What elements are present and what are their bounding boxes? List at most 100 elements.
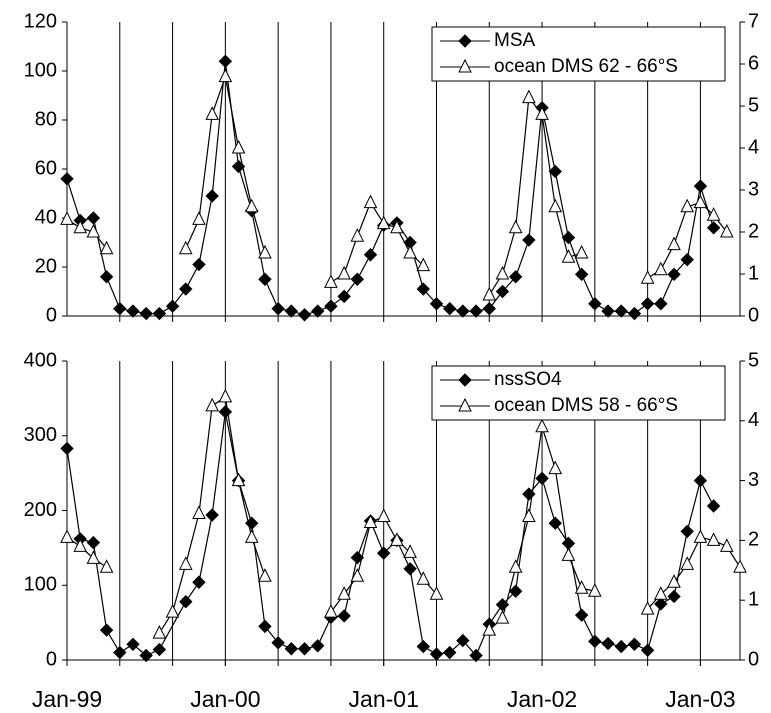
triangle-marker [324, 604, 338, 618]
triangle-marker [416, 571, 431, 585]
diamond-marker [482, 301, 496, 316]
triangle-marker [192, 211, 206, 225]
y-tick-label: 300 [24, 424, 57, 446]
diamond-marker [139, 306, 153, 321]
diamond-marker [469, 648, 483, 663]
diamond-marker [601, 304, 615, 318]
y-tick-label: 60 [35, 157, 57, 179]
x-tick-label: Jan-02 [507, 686, 577, 712]
legend: nssSO4 ocean DMS 58 - 66°S [431, 365, 726, 421]
diamond-marker [337, 289, 351, 304]
y2-tick-label: 0 [748, 648, 759, 670]
diamond-marker [258, 272, 272, 286]
diamond-marker [458, 34, 472, 48]
series-line [66, 411, 715, 657]
triangle-marker [390, 532, 404, 546]
triangle-marker [363, 514, 378, 528]
legend-label: ocean DMS 58 - 66°S [494, 395, 678, 416]
diamond-marker [376, 546, 391, 560]
diamond-marker [667, 589, 681, 604]
diamond-marker [693, 179, 708, 193]
y-tick-label: 100 [24, 574, 57, 596]
triangle-marker [535, 106, 549, 120]
triangle-marker [680, 198, 695, 213]
triangle-marker [337, 265, 351, 280]
diamond-marker [654, 597, 668, 611]
diamond-marker [271, 301, 285, 316]
x-tick-label: Jan-01 [349, 686, 419, 712]
y2-tick-label: 0 [748, 304, 759, 326]
diamond-marker [218, 54, 233, 68]
triangle-marker [508, 219, 523, 234]
triangle-marker [495, 265, 510, 280]
triangle-marker [693, 194, 708, 209]
diamond-marker [311, 639, 325, 653]
diamond-marker [179, 282, 193, 296]
diamond-marker [179, 594, 193, 609]
triangle-marker [495, 610, 510, 624]
diamond-marker [403, 562, 417, 576]
triangle-marker [403, 544, 417, 558]
triangle-marker [244, 529, 259, 543]
triangle-marker [733, 559, 747, 573]
diamond-marker [706, 499, 721, 513]
y2-tick-label: 5 [748, 349, 759, 371]
diamond-marker [86, 535, 101, 550]
diamond-marker [614, 304, 628, 318]
y2-tick-label: 2 [748, 529, 759, 551]
triangle-marker [390, 219, 404, 234]
series-line [66, 61, 715, 316]
y2-tick-label: 1 [748, 588, 759, 610]
triangle-marker [324, 274, 338, 288]
diamond-marker [458, 373, 472, 387]
triangle-marker [574, 580, 589, 594]
triangle-marker [574, 244, 589, 259]
y-tick-label: 40 [35, 206, 57, 228]
diamond-marker [192, 257, 206, 272]
triangle-marker [60, 211, 74, 225]
triangle-marker [178, 556, 193, 570]
diamond-marker [258, 619, 272, 634]
triangle-marker [508, 559, 523, 573]
diamond-marker [113, 301, 127, 316]
diamond-marker [442, 301, 457, 316]
triangle-marker [548, 460, 563, 475]
triangle-marker [680, 556, 695, 570]
diamond-marker [574, 267, 589, 282]
diamond-marker [601, 636, 615, 651]
diamond-marker [627, 306, 642, 321]
triangle-marker [363, 194, 378, 209]
y-tick-label: 0 [46, 304, 57, 326]
diamond-marker [416, 282, 431, 296]
y-tick-label: 200 [24, 499, 57, 521]
diamond-marker [640, 643, 655, 657]
triangle-marker [178, 240, 193, 255]
triangle-marker [667, 236, 681, 251]
legend-label: ocean DMS 62 - 66°S [494, 56, 678, 77]
triangle-marker [73, 538, 88, 552]
diamond-marker [456, 633, 470, 648]
triangle-marker [719, 538, 734, 552]
diamond-marker [416, 639, 431, 654]
legend-box [431, 365, 726, 421]
triangle-marker [522, 89, 536, 104]
diamond-marker [640, 297, 655, 311]
triangle-marker [719, 223, 734, 238]
diamond-marker [126, 637, 140, 652]
legend: MSA ocean DMS 62 - 66°S [431, 26, 726, 82]
diamond-marker [522, 233, 536, 247]
triangle-marker [654, 586, 668, 600]
y-tick-label: 100 [24, 59, 57, 81]
triangle-marker [458, 58, 472, 73]
diamond-marker [363, 248, 378, 262]
triangle-marker [218, 388, 233, 403]
triangle-marker [244, 198, 259, 213]
triangle-marker [350, 228, 365, 242]
diamond-marker [99, 623, 114, 637]
x-tick-label: Jan-03 [665, 686, 735, 712]
diamond-marker [548, 516, 562, 530]
triangle-marker [258, 244, 272, 259]
diamond-marker [297, 308, 312, 322]
legend-box [431, 26, 726, 82]
diamond-marker [205, 508, 219, 522]
